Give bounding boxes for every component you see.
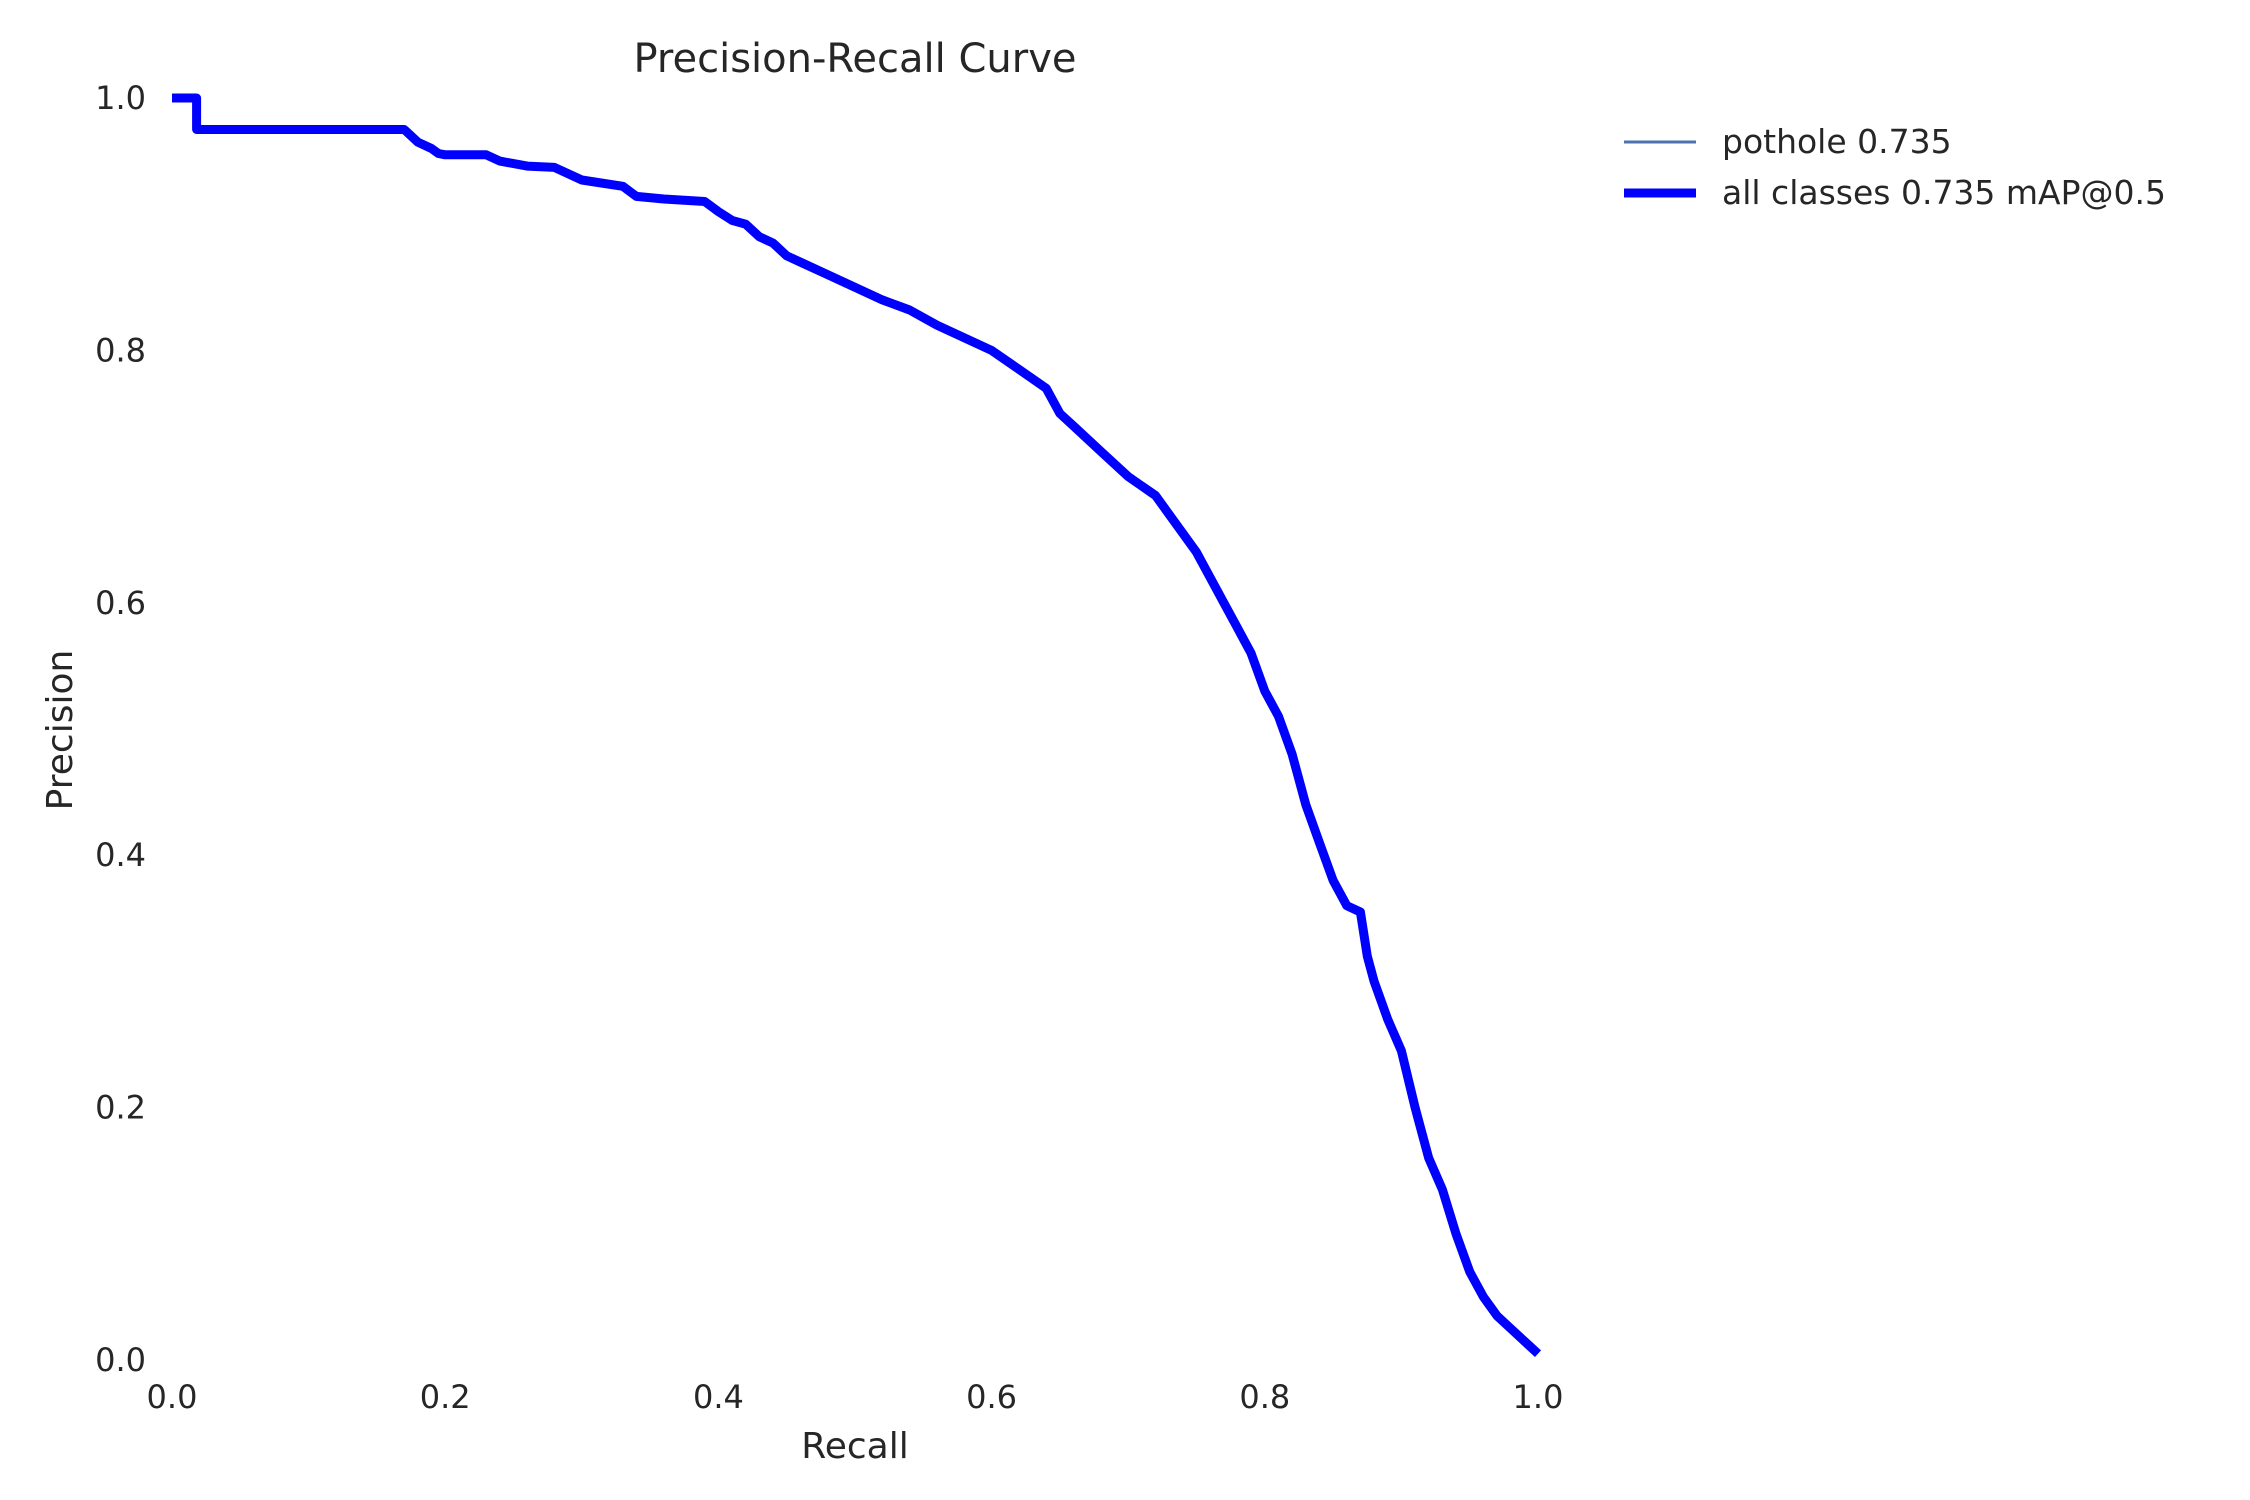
x-tick-label: 0.4: [693, 1378, 744, 1416]
y-axis-title: Precision: [40, 650, 81, 811]
legend-label: pothole 0.735: [1722, 122, 1952, 161]
y-tick-label: 0.8: [95, 331, 146, 369]
x-axis-ticks: 0.0 0.2 0.4 0.6 0.8 1.0: [147, 1378, 1564, 1416]
y-tick-label: 0.2: [95, 1089, 146, 1127]
x-axis-title: Recall: [801, 1426, 908, 1467]
x-tick-label: 0.6: [966, 1378, 1017, 1416]
x-tick-label: 0.8: [1239, 1378, 1290, 1416]
y-axis-ticks: 0.0 0.2 0.4 0.6 0.8 1.0: [95, 79, 146, 1379]
chart-title: Precision-Recall Curve: [634, 36, 1077, 82]
y-tick-label: 0.0: [95, 1341, 146, 1379]
legend: pothole 0.735 all classes 0.735 mAP@0.5: [1624, 122, 2166, 212]
x-tick-label: 0.0: [147, 1378, 198, 1416]
series-line-1: [172, 93, 1542, 1358]
legend-label: all classes 0.735 mAP@0.5: [1722, 173, 2166, 212]
plot-area: [172, 93, 1542, 1358]
series-layer: [172, 93, 1542, 1358]
y-tick-label: 0.4: [95, 836, 146, 874]
y-tick-label: 1.0: [95, 79, 146, 117]
y-tick-label: 0.6: [95, 584, 146, 622]
x-tick-label: 1.0: [1513, 1378, 1564, 1416]
x-tick-label: 0.2: [420, 1378, 471, 1416]
